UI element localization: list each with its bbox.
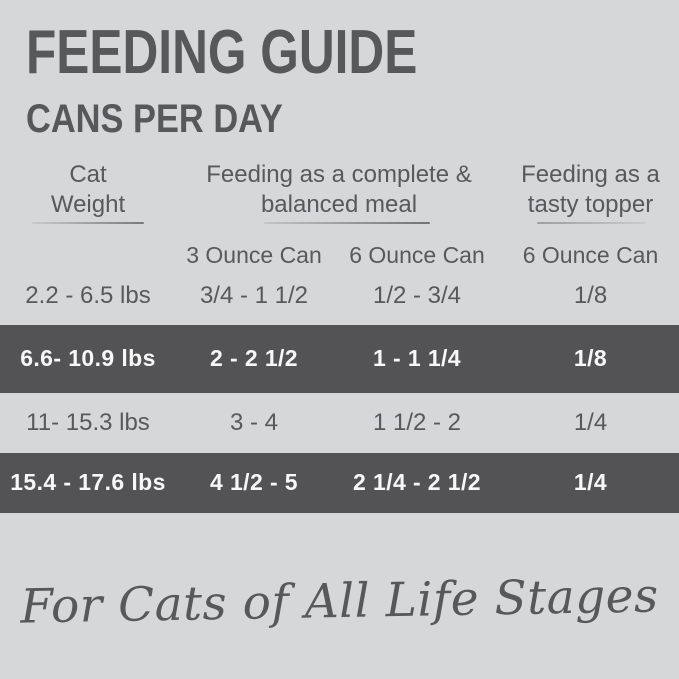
- table-row: 11- 15.3 lbs 3 - 4 1 1/2 - 2 1/4: [0, 393, 679, 453]
- column-group-cat-weight: Cat Weight: [0, 160, 176, 224]
- page-title: FEEDING GUIDE: [26, 18, 418, 87]
- column-header-meal-3oz: 3 Ounce Can: [186, 242, 322, 268]
- cell-weight: 6.6- 10.9 lbs: [20, 345, 156, 372]
- cell-weight: 2.2 - 6.5 lbs: [25, 282, 151, 310]
- cat-weight-underline: [32, 222, 144, 224]
- column-group-tasty-topper: Feeding as a tasty topper: [502, 160, 679, 224]
- cell-topper-6oz: 1/8: [573, 345, 608, 372]
- cell-meal-6oz: 1 1/2 - 2: [372, 408, 462, 436]
- tasty-topper-header-line1: Feeding as a: [521, 161, 660, 188]
- column-group-balanced-meal: Feeding as a complete & balanced meal: [176, 160, 502, 224]
- cell-meal-6oz: 2 1/4 - 2 1/2: [353, 469, 481, 496]
- cell-meal-3oz: 3/4 - 1 1/2: [199, 282, 309, 310]
- cell-meal-3oz: 2 - 2 1/2: [210, 345, 298, 372]
- table-row-highlighted: 6.6- 10.9 lbs 2 - 2 1/2 1 - 1 1/4 1/8: [0, 325, 679, 393]
- all-life-stages-script-text: For Cats of All Life Stages: [19, 568, 660, 635]
- cell-meal-6oz: 1 - 1 1/4: [373, 345, 461, 372]
- cell-meal-3oz: 3 - 4: [229, 408, 279, 436]
- cell-topper-6oz: 1/4: [573, 469, 608, 496]
- cell-topper-6oz: 1/4: [573, 408, 608, 436]
- table-row-highlighted: 15.4 - 17.6 lbs 4 1/2 - 5 2 1/4 - 2 1/2 …: [0, 453, 679, 513]
- column-header-topper-6oz: 6 Ounce Can: [522, 242, 659, 268]
- column-header-spacer: [0, 241, 176, 269]
- cell-topper-6oz: 1/8: [573, 282, 608, 310]
- tasty-topper-header-line2: tasty topper: [527, 191, 654, 218]
- balanced-meal-header-line2: balanced meal: [260, 191, 418, 218]
- table-column-header-row: 3 Ounce Can 6 Ounce Can 6 Ounce Can: [0, 241, 679, 269]
- cell-meal-6oz: 1/2 - 3/4: [372, 282, 462, 310]
- tasty-topper-underline: [536, 222, 645, 224]
- cell-meal-3oz: 4 1/2 - 5: [210, 469, 298, 496]
- column-header-meal-6oz: 6 Ounce Can: [349, 242, 485, 268]
- cell-weight: 11- 15.3 lbs: [26, 408, 150, 436]
- balanced-meal-header-line1: Feeding as a complete &: [206, 161, 472, 188]
- cat-weight-header-line1: Cat: [69, 161, 107, 188]
- table-body: 2.2 - 6.5 lbs 3/4 - 1 1/2 1/2 - 3/4 1/8 …: [0, 268, 679, 513]
- cat-weight-header-line2: Weight: [50, 191, 126, 218]
- page-subtitle: CANS PER DAY: [26, 97, 283, 141]
- cell-weight: 15.4 - 17.6 lbs: [10, 469, 166, 496]
- balanced-meal-underline: [264, 222, 430, 224]
- table-group-header-row: Cat Weight Feeding as a complete & balan…: [0, 160, 679, 224]
- table-row: 2.2 - 6.5 lbs 3/4 - 1 1/2 1/2 - 3/4 1/8: [0, 268, 679, 325]
